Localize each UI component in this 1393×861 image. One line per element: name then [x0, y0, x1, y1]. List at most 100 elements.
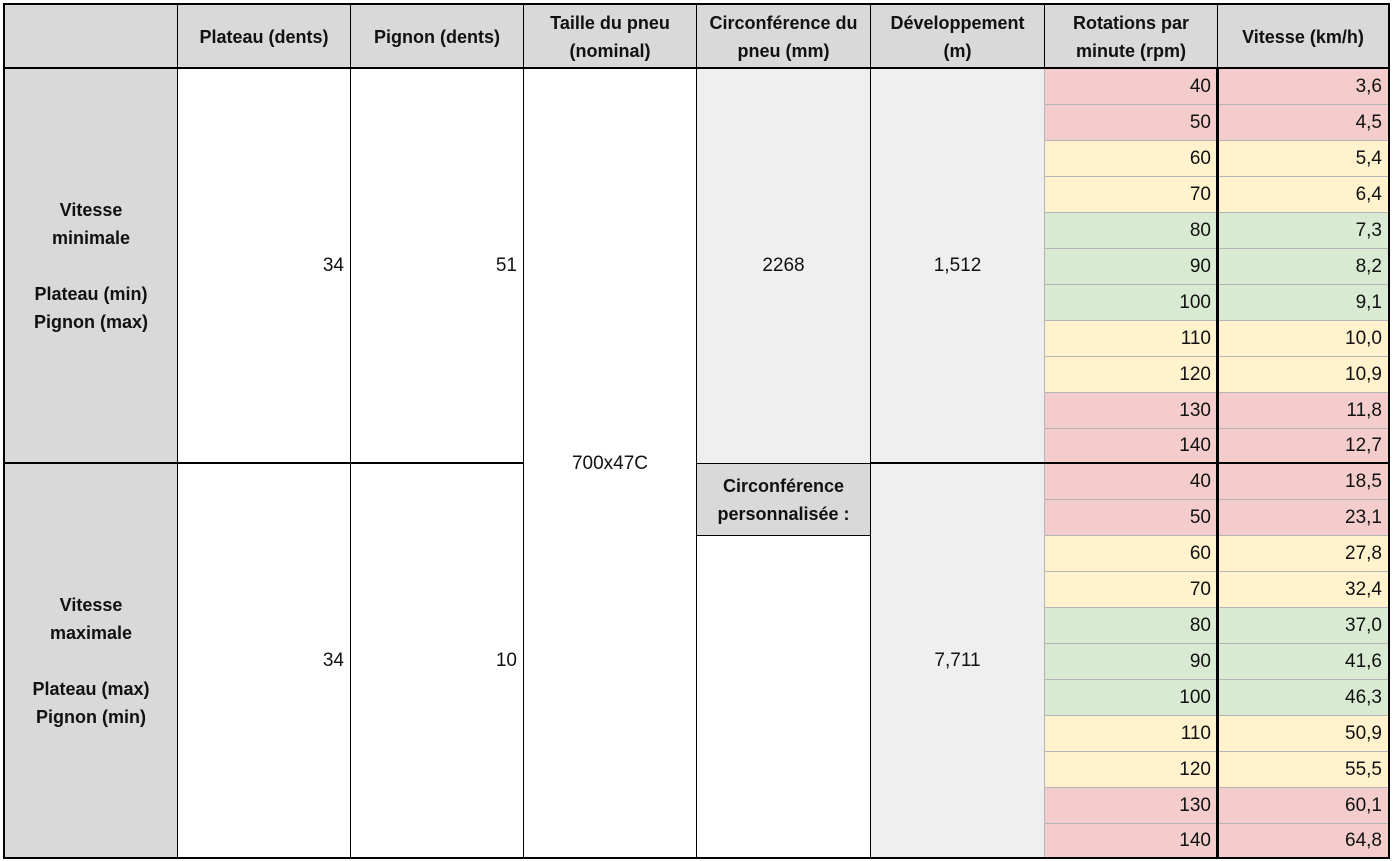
min-circonference-value: 2268	[762, 255, 805, 276]
block-divider-right	[870, 462, 1390, 464]
max-rpm-cell-10: 140	[1044, 823, 1218, 859]
max-speed-cell-3: 32,4	[1217, 571, 1389, 608]
block-divider	[3, 462, 523, 464]
min-block-label: Vitesse minimale Plateau (min) Pignon (m…	[4, 68, 178, 464]
min-speed-cell-10: 12,7	[1217, 428, 1389, 464]
max-speed-value-9: 60,1	[1345, 794, 1382, 816]
min-speed-value-10: 12,7	[1345, 435, 1382, 456]
header-taille-line2: (nominal)	[569, 40, 651, 61]
max-developpement-cell: 7,711	[870, 463, 1045, 859]
header-pignon-text: Pignon (dents)	[374, 26, 500, 47]
max-speed-value-7: 50,9	[1345, 722, 1382, 744]
header-circ-line2: pneu (mm)	[737, 40, 830, 61]
max-label-line4: Pignon (min)	[36, 707, 146, 727]
min-speed-value-8: 10,9	[1345, 363, 1382, 385]
max-rpm-cell-6: 100	[1044, 679, 1218, 716]
min-speed-value-2: 5,4	[1355, 147, 1382, 169]
max-plateau-cell: 34	[177, 463, 351, 859]
min-rpm-value-2: 60	[1189, 147, 1211, 169]
max-rpm-cell-7: 110	[1044, 715, 1218, 752]
min-rpm-value-10: 140	[1179, 435, 1211, 456]
min-rpm-cell-4: 80	[1044, 212, 1218, 249]
min-speed-value-5: 8,2	[1355, 255, 1382, 277]
tire-size-cell: 700x47C	[523, 68, 697, 859]
max-rpm-value-8: 120	[1179, 758, 1211, 780]
max-rpm-cell-9: 130	[1044, 787, 1218, 824]
custom-circ-label: Circonférence personnalisée :	[696, 463, 871, 536]
header-taille: Taille du pneu (nominal)	[523, 4, 697, 69]
min-developpement-value: 1,512	[933, 255, 982, 276]
min-speed-value-1: 4,5	[1355, 111, 1382, 133]
max-rpm-value-1: 50	[1189, 506, 1211, 528]
min-rpm-cell-10: 140	[1044, 428, 1218, 464]
min-rpm-cell-6: 100	[1044, 284, 1218, 321]
max-rpm-cell-1: 50	[1044, 499, 1218, 536]
max-rpm-value-7: 110	[1180, 722, 1211, 744]
max-rpm-value-2: 60	[1189, 542, 1211, 564]
min-rpm-value-6: 100	[1179, 291, 1211, 313]
header-dev-line2: (m)	[943, 40, 972, 61]
header-vitesse: Vitesse (km/h)	[1217, 4, 1389, 69]
min-circonference-cell: 2268	[696, 68, 871, 464]
max-speed-value-6: 46,3	[1345, 686, 1382, 708]
max-speed-cell-5: 41,6	[1217, 643, 1389, 680]
min-rpm-value-0: 40	[1189, 75, 1211, 97]
max-speed-value-4: 37,0	[1345, 614, 1382, 636]
max-rpm-value-5: 90	[1189, 650, 1211, 672]
custom-circ-input-cell[interactable]	[696, 535, 871, 859]
min-speed-cell-2: 5,4	[1217, 140, 1389, 177]
max-rpm-value-10: 140	[1179, 830, 1211, 851]
min-rpm-value-9: 130	[1179, 399, 1211, 421]
min-speed-value-7: 10,0	[1345, 327, 1382, 349]
min-speed-cell-1: 4,5	[1217, 104, 1389, 141]
header-dev-line1: Développement	[890, 12, 1025, 33]
tire-size-value: 700x47C	[571, 452, 649, 474]
min-rpm-value-5: 90	[1189, 255, 1211, 277]
max-speed-value-0: 18,5	[1345, 470, 1382, 492]
max-rpm-value-0: 40	[1189, 470, 1211, 492]
max-rpm-value-4: 80	[1189, 614, 1211, 636]
min-speed-cell-7: 10,0	[1217, 320, 1389, 357]
outer-border-left	[3, 3, 5, 859]
max-speed-cell-1: 23,1	[1217, 499, 1389, 536]
max-rpm-cell-4: 80	[1044, 607, 1218, 644]
max-speed-cell-6: 46,3	[1217, 679, 1389, 716]
min-rpm-value-3: 70	[1189, 183, 1211, 205]
max-pignon-value: 10	[495, 650, 517, 671]
rpm-speed-divider	[1216, 68, 1219, 859]
min-rpm-cell-1: 50	[1044, 104, 1218, 141]
header-circonference: Circonférence du pneu (mm)	[696, 4, 871, 69]
max-rpm-cell-8: 120	[1044, 751, 1218, 788]
outer-border-top	[3, 3, 1390, 5]
min-rpm-cell-8: 120	[1044, 356, 1218, 393]
header-plateau-text: Plateau (dents)	[199, 26, 329, 47]
min-speed-cell-3: 6,4	[1217, 176, 1389, 213]
max-speed-cell-4: 37,0	[1217, 607, 1389, 644]
min-label-line2: minimale	[51, 228, 131, 248]
max-rpm-value-6: 100	[1179, 686, 1211, 708]
outer-border-bottom	[3, 857, 1390, 859]
min-developpement-cell: 1,512	[870, 68, 1045, 464]
max-speed-cell-8: 55,5	[1217, 751, 1389, 788]
min-speed-value-4: 7,3	[1355, 219, 1382, 241]
max-speed-value-10: 64,8	[1345, 830, 1382, 851]
custom-circ-line2: personnalisée :	[717, 503, 850, 524]
max-speed-cell-9: 60,1	[1217, 787, 1389, 824]
max-rpm-cell-0: 40	[1044, 463, 1218, 500]
max-rpm-cell-5: 90	[1044, 643, 1218, 680]
header-vitesse-text: Vitesse (km/h)	[1242, 26, 1364, 47]
min-label-line4: Pignon (max)	[33, 312, 148, 332]
min-speed-value-0: 3,6	[1355, 75, 1382, 97]
min-label-line3: Plateau (min)	[34, 284, 148, 304]
max-rpm-cell-3: 70	[1044, 571, 1218, 608]
max-speed-value-5: 41,6	[1345, 650, 1382, 672]
max-speed-value-1: 23,1	[1345, 506, 1382, 528]
min-rpm-cell-2: 60	[1044, 140, 1218, 177]
header-divider	[3, 67, 1390, 69]
max-speed-value-2: 27,8	[1345, 542, 1382, 564]
max-rpm-value-3: 70	[1189, 578, 1211, 600]
max-label-line1: Vitesse	[59, 595, 123, 615]
max-label-line2: maximale	[49, 623, 133, 643]
min-rpm-value-1: 50	[1189, 111, 1211, 133]
min-rpm-cell-7: 110	[1044, 320, 1218, 357]
